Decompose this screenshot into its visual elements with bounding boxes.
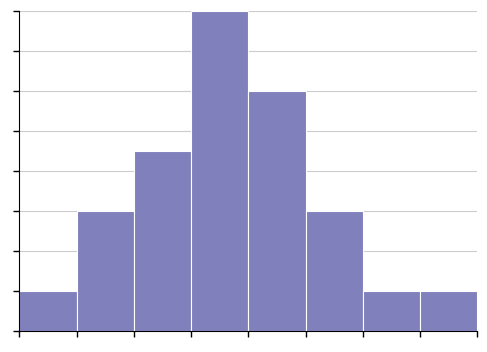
Bar <box>19 291 77 331</box>
Bar <box>191 11 248 331</box>
Bar <box>248 90 306 331</box>
Bar <box>306 211 363 331</box>
Bar <box>77 211 134 331</box>
Bar <box>134 151 191 331</box>
Bar <box>420 291 477 331</box>
Bar <box>363 291 420 331</box>
